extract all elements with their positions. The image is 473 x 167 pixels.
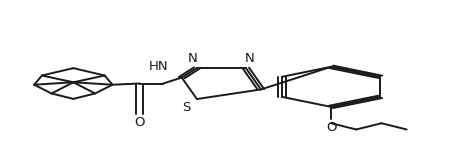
Text: N: N <box>245 52 254 65</box>
Text: HN: HN <box>149 60 168 73</box>
Text: S: S <box>182 101 191 114</box>
Text: O: O <box>134 116 145 129</box>
Text: N: N <box>188 52 198 65</box>
Text: O: O <box>326 121 336 134</box>
